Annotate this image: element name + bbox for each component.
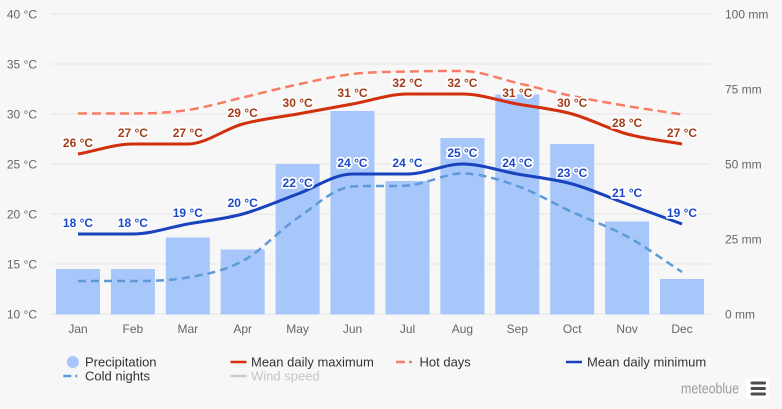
svg-text:22 °C: 22 °C (283, 176, 313, 190)
svg-text:Apr: Apr (233, 322, 252, 336)
svg-text:25 °C: 25 °C (7, 158, 37, 172)
svg-text:18 °C: 18 °C (63, 216, 93, 230)
svg-text:0 mm: 0 mm (725, 308, 755, 322)
svg-text:27 °C: 27 °C (667, 126, 697, 140)
svg-text:Sep: Sep (507, 322, 529, 336)
svg-text:Nov: Nov (616, 322, 637, 336)
svg-text:24 °C: 24 °C (392, 156, 422, 170)
svg-text:15 °C: 15 °C (7, 258, 37, 272)
svg-text:Oct: Oct (563, 322, 582, 336)
svg-text:27 °C: 27 °C (118, 126, 148, 140)
svg-text:40 °C: 40 °C (7, 8, 37, 22)
svg-text:Jun: Jun (343, 322, 362, 336)
svg-text:23 °C: 23 °C (557, 166, 587, 180)
svg-text:32 °C: 32 °C (392, 76, 422, 90)
svg-text:Dec: Dec (671, 322, 692, 336)
svg-text:meteoblue: meteoblue (681, 381, 739, 398)
svg-text:Mean daily maximum: Mean daily maximum (251, 355, 374, 370)
svg-text:26 °C: 26 °C (63, 136, 93, 150)
svg-text:25 °C: 25 °C (447, 146, 477, 160)
svg-text:24 °C: 24 °C (337, 156, 367, 170)
svg-text:18 °C: 18 °C (118, 216, 148, 230)
svg-text:29 °C: 29 °C (228, 106, 258, 120)
svg-text:24 °C: 24 °C (502, 156, 532, 170)
svg-text:19 °C: 19 °C (173, 206, 203, 220)
svg-text:Precipitation: Precipitation (85, 355, 157, 370)
svg-text:28 °C: 28 °C (612, 116, 642, 130)
svg-text:Mean daily minimum: Mean daily minimum (587, 355, 706, 370)
svg-text:Aug: Aug (452, 322, 473, 336)
svg-text:May: May (286, 322, 309, 336)
svg-text:20 °C: 20 °C (228, 196, 258, 210)
svg-text:21 °C: 21 °C (612, 186, 642, 200)
svg-text:27 °C: 27 °C (173, 126, 203, 140)
svg-text:31 °C: 31 °C (502, 86, 532, 100)
svg-text:50 mm: 50 mm (725, 158, 762, 172)
svg-text:35 °C: 35 °C (7, 58, 37, 72)
svg-text:Wind speed: Wind speed (251, 369, 320, 384)
svg-text:100 mm: 100 mm (725, 8, 768, 22)
svg-text:Jul: Jul (400, 322, 415, 336)
svg-text:31 °C: 31 °C (337, 86, 367, 100)
svg-text:30 °C: 30 °C (557, 96, 587, 110)
svg-text:Hot days: Hot days (420, 355, 472, 370)
svg-text:10 °C: 10 °C (7, 308, 37, 322)
svg-text:75 mm: 75 mm (725, 83, 762, 97)
svg-text:30 °C: 30 °C (283, 96, 313, 110)
svg-text:32 °C: 32 °C (447, 76, 477, 90)
svg-text:19 °C: 19 °C (667, 206, 697, 220)
svg-text:Mar: Mar (177, 322, 198, 336)
svg-text:Feb: Feb (123, 322, 144, 336)
svg-text:30 °C: 30 °C (7, 108, 37, 122)
svg-text:Cold nights: Cold nights (85, 369, 151, 384)
svg-text:Jan: Jan (68, 322, 87, 336)
svg-text:25 mm: 25 mm (725, 233, 762, 247)
svg-text:20 °C: 20 °C (7, 208, 37, 222)
